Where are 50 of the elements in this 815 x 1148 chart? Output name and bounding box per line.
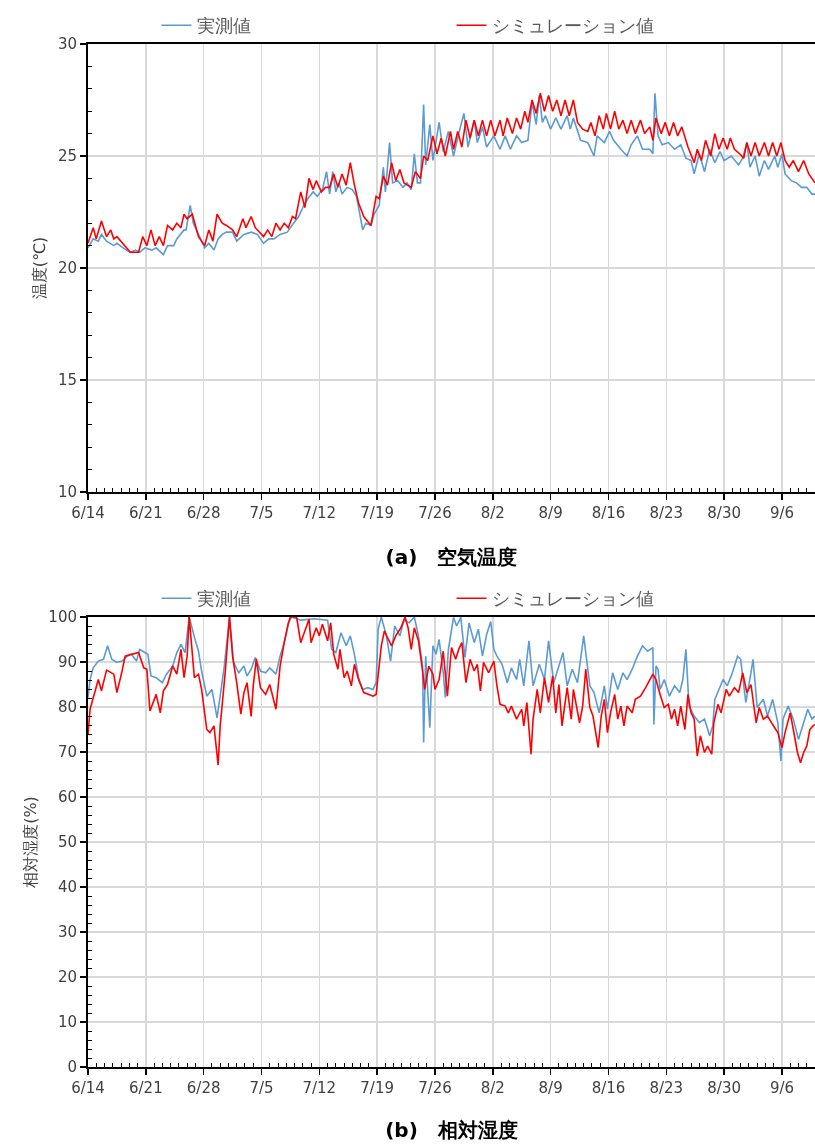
y-tick-label: 10 xyxy=(57,1013,77,1032)
x-tick-label: 6/28 xyxy=(186,504,221,522)
x-tick-label: 6/21 xyxy=(128,504,163,522)
x-tick-label: 7/12 xyxy=(302,1079,337,1097)
y-tick-label: 15 xyxy=(57,371,77,390)
x-tick-label: 7/5 xyxy=(249,1079,274,1097)
y-tick-label: 80 xyxy=(57,698,77,717)
x-tick-label: 8/23 xyxy=(649,1079,684,1097)
x-tick-label: 8/16 xyxy=(591,1079,626,1097)
legend-label: 実測値 xyxy=(196,15,251,37)
x-tick-label: 7/26 xyxy=(418,504,452,522)
y-tick-label: 30 xyxy=(57,35,77,54)
x-tick-label: 8/23 xyxy=(649,504,684,522)
x-tick-label: 8/16 xyxy=(591,504,626,522)
x-tick-label: 6/14 xyxy=(71,1079,105,1097)
y-tick-label: 100 xyxy=(48,608,77,627)
x-tick-label: 6/14 xyxy=(71,504,105,522)
legend-label: シミュレーション値 xyxy=(491,588,654,610)
x-tick-label: 7/12 xyxy=(302,504,337,522)
y-tick-label: 20 xyxy=(57,259,77,278)
x-tick-label: 7/19 xyxy=(360,1079,394,1097)
x-tick-label: 7/19 xyxy=(360,504,394,522)
text: (b) 相対湿度 xyxy=(385,1118,518,1142)
y-tick-label: 90 xyxy=(57,653,77,672)
x-tick-label: 8/30 xyxy=(707,1079,741,1097)
y-tick-label: 25 xyxy=(57,147,77,166)
legend-label: 実測値 xyxy=(196,588,251,610)
x-tick-label: 8/9 xyxy=(538,1079,563,1097)
x-tick-label: 9/6 xyxy=(769,504,795,522)
legend-label: シミュレーション値 xyxy=(491,15,654,37)
y-axis-title: 温度(℃) xyxy=(30,236,50,300)
y-tick-label: 30 xyxy=(57,923,77,942)
y-axis-title: 相対湿度(%) xyxy=(20,796,40,888)
y-tick-label: 70 xyxy=(57,743,77,762)
y-tick-label: 20 xyxy=(57,968,77,987)
x-tick-label: 6/21 xyxy=(128,1079,163,1097)
x-tick-label: 8/30 xyxy=(707,504,741,522)
y-tick-label: 50 xyxy=(57,833,77,852)
x-tick-label: 8/2 xyxy=(480,1079,505,1097)
x-tick-label: 6/28 xyxy=(186,1079,221,1097)
y-tick-label: 40 xyxy=(57,878,77,897)
text: (a) 空気温度 xyxy=(385,545,518,569)
x-tick-label: 7/5 xyxy=(249,504,274,522)
x-tick-label: 8/2 xyxy=(480,504,505,522)
y-tick-label: 0 xyxy=(67,1058,77,1077)
x-tick-label: 9/6 xyxy=(769,1079,795,1097)
x-tick-label: 8/9 xyxy=(538,504,563,522)
x-tick-label: 7/26 xyxy=(418,1079,452,1097)
y-tick-label: 60 xyxy=(57,788,77,807)
y-tick-label: 10 xyxy=(57,483,77,502)
